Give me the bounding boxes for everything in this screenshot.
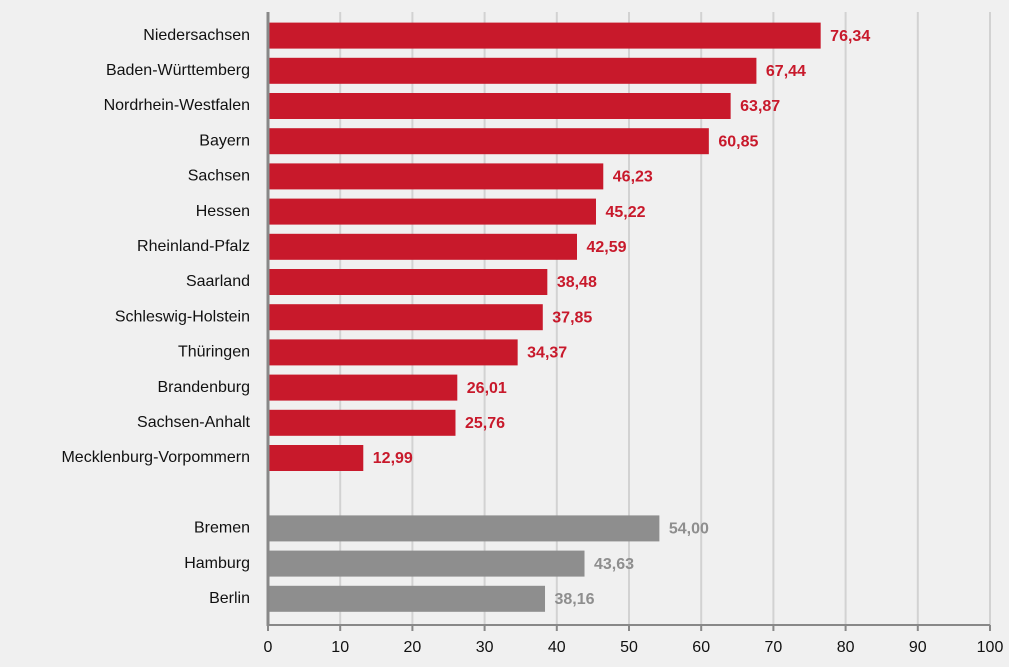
bar xyxy=(269,409,456,436)
value-label: 67,44 xyxy=(766,63,806,80)
value-label: 54,00 xyxy=(669,521,709,538)
y-tick-label: Rheinland-Pfalz xyxy=(137,238,250,255)
y-tick-label: Nordrhein-Westfalen xyxy=(104,97,250,114)
value-label: 45,22 xyxy=(605,204,645,221)
value-label: 43,63 xyxy=(594,556,634,573)
bar xyxy=(269,269,548,295)
x-tick-label: 20 xyxy=(404,639,422,656)
x-tick-label: 70 xyxy=(765,639,783,656)
value-label: 42,59 xyxy=(586,239,626,256)
x-tick-label: 90 xyxy=(909,639,927,656)
value-label: 25,76 xyxy=(465,415,505,432)
value-label: 76,34 xyxy=(830,28,870,45)
y-tick-label: Bremen xyxy=(194,520,250,537)
x-tick-label: 40 xyxy=(548,639,566,656)
value-label: 37,85 xyxy=(552,309,592,326)
x-tick-label: 50 xyxy=(620,639,638,656)
bar xyxy=(269,550,585,577)
y-tick-label: Hessen xyxy=(196,203,250,220)
bar xyxy=(269,128,709,155)
bar xyxy=(269,374,458,401)
y-tick-label: Sachsen xyxy=(188,168,250,185)
bar xyxy=(269,233,577,260)
bar xyxy=(269,445,364,471)
y-tick-label: Thüringen xyxy=(178,344,250,361)
y-tick-label: Berlin xyxy=(209,590,250,607)
bar xyxy=(269,585,546,612)
y-tick-label: Sachsen-Anhalt xyxy=(137,414,251,431)
value-label: 60,85 xyxy=(718,133,758,150)
value-label: 38,48 xyxy=(557,274,597,291)
x-tick-label: 60 xyxy=(692,639,710,656)
bar xyxy=(269,163,604,190)
y-tick-label: Niedersachsen xyxy=(143,27,250,44)
value-label: 38,16 xyxy=(555,591,595,608)
y-tick-label: Brandenburg xyxy=(157,379,250,396)
x-tick-label: 100 xyxy=(977,639,1004,656)
value-label: 63,87 xyxy=(740,98,780,115)
x-tick-label: 80 xyxy=(837,639,855,656)
y-tick-label: Bayern xyxy=(199,132,250,149)
x-tick-label: 30 xyxy=(476,639,494,656)
value-label: 26,01 xyxy=(467,380,507,397)
y-tick-label: Baden-Württemberg xyxy=(106,62,250,79)
bar xyxy=(269,22,821,49)
bar xyxy=(269,93,731,119)
x-tick-label: 10 xyxy=(331,639,349,656)
y-tick-label: Saarland xyxy=(186,273,250,290)
y-tick-label: Mecklenburg-Vorpommern xyxy=(61,449,250,466)
bar xyxy=(269,515,660,542)
bar xyxy=(269,339,518,366)
value-label: 34,37 xyxy=(527,345,567,362)
value-label: 46,23 xyxy=(613,169,653,186)
bar xyxy=(269,57,757,84)
y-tick-label: Hamburg xyxy=(184,555,250,572)
bar xyxy=(269,198,596,225)
bar xyxy=(269,304,543,331)
x-tick-label: 0 xyxy=(264,639,273,656)
value-label: 12,99 xyxy=(373,450,413,467)
y-tick-label: Schleswig-Holstein xyxy=(115,308,250,325)
